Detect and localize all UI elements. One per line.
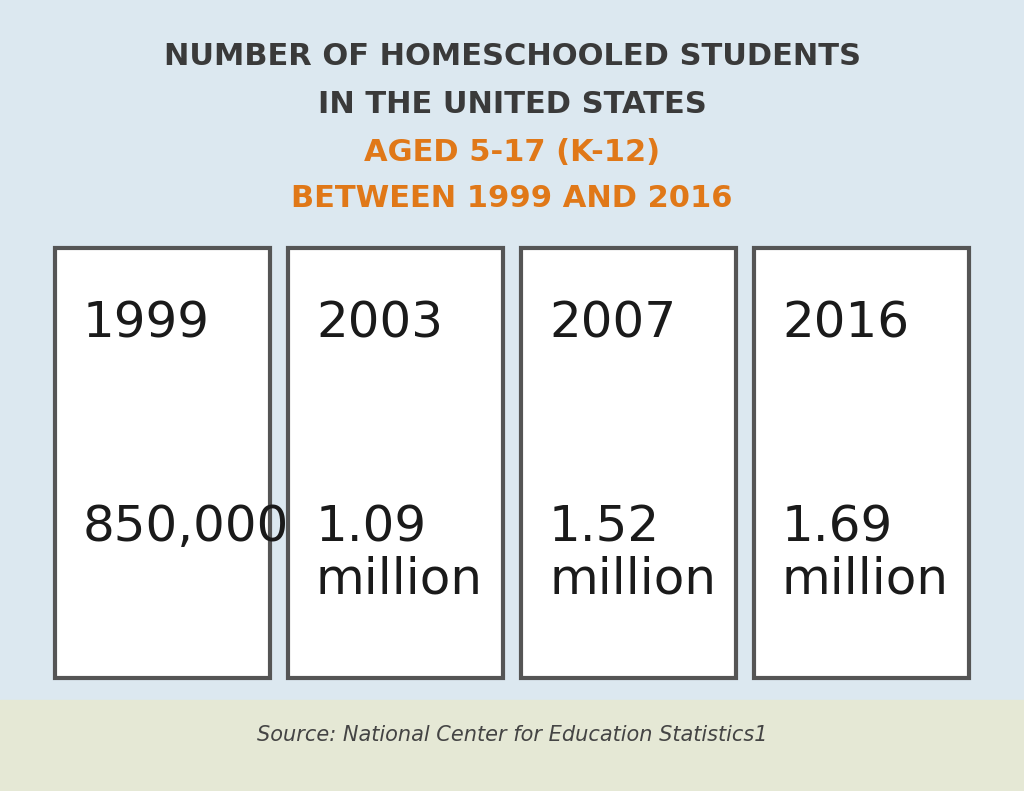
Text: NUMBER OF HOMESCHOOLED STUDENTS: NUMBER OF HOMESCHOOLED STUDENTS bbox=[164, 42, 860, 71]
Bar bbox=[754, 248, 969, 678]
Bar bbox=[55, 248, 270, 678]
Text: 1.69: 1.69 bbox=[782, 503, 893, 551]
Bar bbox=[288, 248, 503, 678]
Text: million: million bbox=[549, 555, 716, 603]
Text: 1.52: 1.52 bbox=[549, 503, 660, 551]
Text: million: million bbox=[782, 555, 949, 603]
Text: 1.09: 1.09 bbox=[316, 503, 427, 551]
Text: Source: National Center for Education Statistics1: Source: National Center for Education St… bbox=[257, 725, 767, 745]
Bar bbox=[521, 248, 736, 678]
Bar bbox=[0, 700, 1024, 791]
Text: 1999: 1999 bbox=[83, 300, 210, 348]
Text: BETWEEN 1999 AND 2016: BETWEEN 1999 AND 2016 bbox=[291, 184, 733, 213]
Text: 2003: 2003 bbox=[316, 300, 443, 348]
Text: 2007: 2007 bbox=[549, 300, 676, 348]
Text: million: million bbox=[316, 555, 483, 603]
Text: 2016: 2016 bbox=[782, 300, 909, 348]
Text: AGED 5-17 (K-12): AGED 5-17 (K-12) bbox=[364, 138, 660, 167]
Text: 850,000: 850,000 bbox=[83, 503, 290, 551]
Bar bbox=[0, 0, 1024, 700]
Text: IN THE UNITED STATES: IN THE UNITED STATES bbox=[317, 90, 707, 119]
